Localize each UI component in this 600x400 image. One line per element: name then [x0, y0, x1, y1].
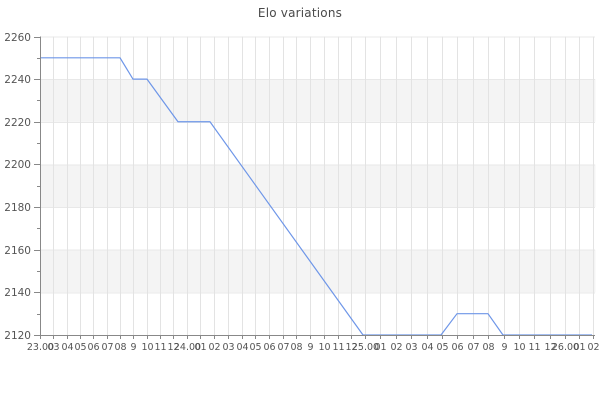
x-tick-label: 9 — [130, 342, 136, 353]
x-tick-label: 26.00 — [552, 342, 579, 353]
x-tick-label: 10 — [513, 342, 525, 353]
x-tick-label: 05 — [436, 342, 448, 353]
plot-band — [40, 79, 596, 122]
x-tick-label: 10 — [318, 342, 330, 353]
x-tick-label: 12 — [544, 342, 556, 353]
y-tick-label: 2260 — [4, 32, 31, 44]
x-tick-label: 08 — [290, 342, 302, 353]
x-tick-label: 02 — [587, 342, 599, 353]
x-tick-label: 11 — [528, 342, 540, 353]
x-tick-label: 24.00 — [174, 342, 201, 353]
x-tick-label: 05 — [74, 342, 86, 353]
x-tick-label: 05 — [249, 342, 261, 353]
x-tick-label: 06 — [87, 342, 99, 353]
x-tick-label: 02 — [208, 342, 220, 353]
x-tick-label: 23.00 — [27, 342, 54, 353]
chart-title: Elo variations — [257, 6, 343, 20]
x-tick-label: 03 — [405, 342, 417, 353]
y-tick-label: 2160 — [4, 245, 31, 257]
x-tick-label: 06 — [263, 342, 275, 353]
y-tick-label: 2240 — [4, 74, 31, 86]
x-tick-label: 01 — [374, 342, 386, 353]
x-tick-label: 04 — [236, 342, 248, 353]
x-tick-label: 04 — [61, 342, 73, 353]
plot-band — [40, 249, 596, 293]
y-tick-label: 2200 — [4, 159, 31, 171]
plot-band — [40, 164, 596, 208]
x-tick-label: 10 — [141, 342, 153, 353]
x-tick-label: 03 — [222, 342, 234, 353]
y-tick-label: 2140 — [4, 287, 31, 299]
x-tick-label: 01 — [573, 342, 585, 353]
x-tick-label: 01 — [194, 342, 206, 353]
elo-line-series — [40, 57, 593, 336]
x-tick-label: 9 — [307, 342, 313, 353]
x-tick-label: 11 — [332, 342, 344, 353]
x-tick-label: 02 — [390, 342, 402, 353]
y-tick-label: 2180 — [4, 202, 31, 214]
x-tick-label: 07 — [277, 342, 289, 353]
x-tick-label: 07 — [467, 342, 479, 353]
x-tick-label: 08 — [114, 342, 126, 353]
x-tick-label: 9 — [501, 342, 507, 353]
x-tick-label: 07 — [101, 342, 113, 353]
x-tick-label: 04 — [421, 342, 433, 353]
y-tick-label: 2120 — [4, 330, 31, 342]
x-tick-label: 12 — [167, 342, 179, 353]
x-tick-label: 12 — [345, 342, 357, 353]
x-tick-label: 03 — [47, 342, 59, 353]
x-tick-label: 11 — [154, 342, 166, 353]
x-tick-label: 08 — [482, 342, 494, 353]
x-tick-label: 06 — [451, 342, 463, 353]
y-tick-label: 2220 — [4, 117, 31, 129]
x-tick-label: 25.00 — [352, 342, 379, 353]
